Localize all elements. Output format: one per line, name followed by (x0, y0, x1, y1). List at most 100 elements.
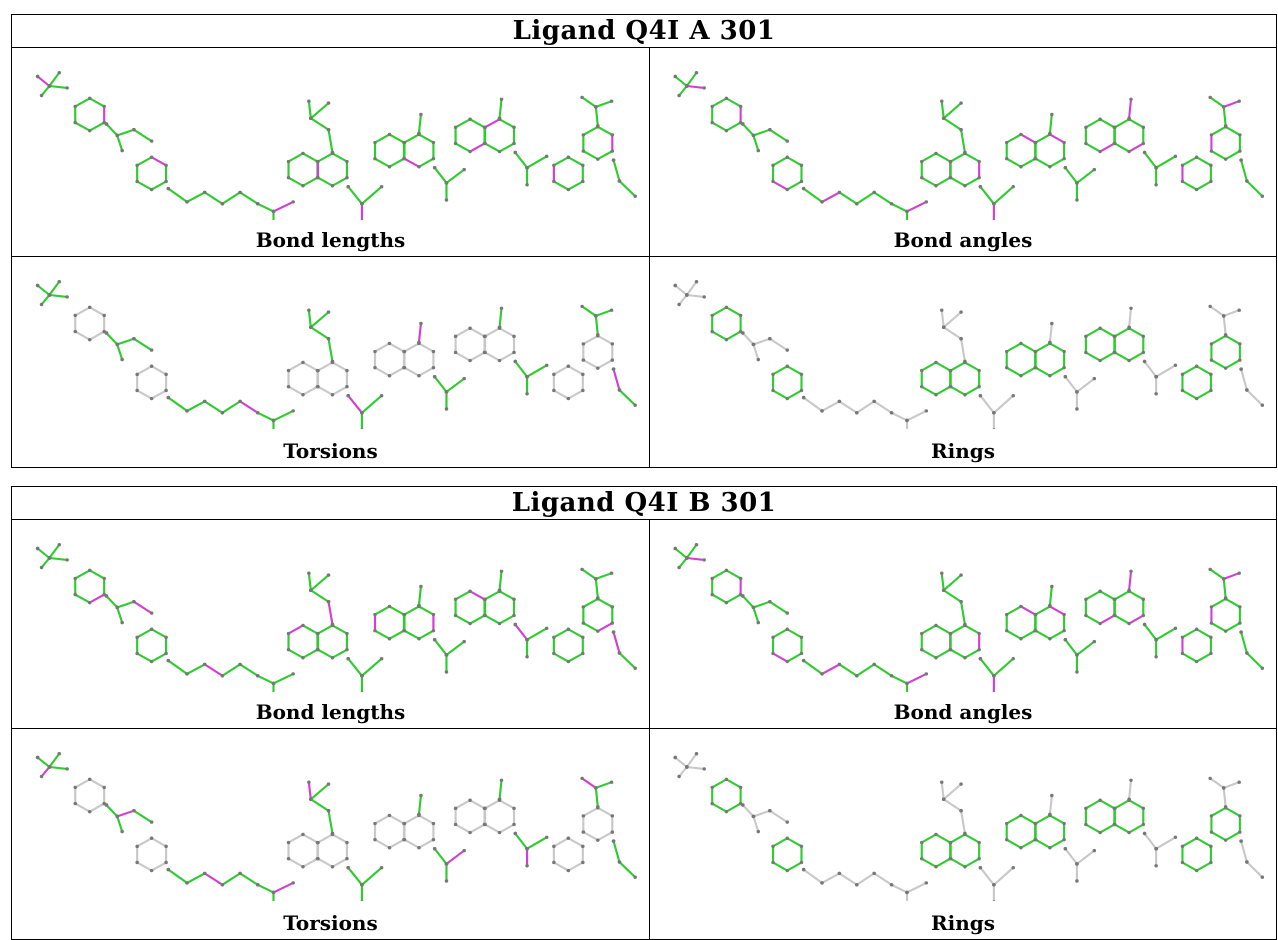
atom-dot (924, 881, 929, 885)
bond-line (786, 389, 803, 400)
bond-line (752, 600, 771, 609)
bond-line (1195, 837, 1212, 848)
bond-line (417, 113, 422, 135)
atom-dot (1141, 806, 1146, 811)
atom-dot (1180, 179, 1185, 184)
bond-line (1019, 366, 1037, 377)
atom-dot (1154, 165, 1158, 170)
atom-dot (1237, 99, 1241, 103)
atom-dot (978, 865, 983, 870)
bond-line (618, 179, 637, 198)
atom-dot (402, 821, 407, 826)
bond-line (1224, 597, 1241, 608)
atom-dot (581, 830, 586, 834)
bond-line (36, 284, 51, 297)
bond-line (40, 84, 51, 97)
atom-dot (738, 576, 743, 581)
bond-line (136, 837, 153, 848)
atom-dot (307, 571, 311, 575)
bond-line (979, 185, 995, 205)
atom-dot (417, 131, 421, 136)
atom-dot (360, 202, 364, 206)
bond-line (74, 593, 91, 604)
atom-dot (65, 295, 69, 299)
atom-dot (905, 681, 909, 686)
atom-dot (387, 813, 392, 818)
bond-line (1222, 314, 1227, 336)
atom-dot (1075, 879, 1079, 883)
bond-line (331, 176, 349, 187)
bond-line (331, 857, 349, 868)
bond-line (287, 648, 305, 659)
bond-line (1128, 142, 1145, 153)
atom-dot (271, 418, 276, 423)
bond-line (316, 857, 334, 868)
bond-line (403, 605, 421, 616)
atom-dot (360, 674, 364, 678)
bond-line (1128, 98, 1133, 120)
bond-line (373, 605, 391, 616)
bond-line (963, 857, 981, 868)
bond-line (105, 594, 119, 609)
atom-dot (309, 588, 313, 593)
atom-dot (820, 672, 824, 676)
bond-line (331, 385, 349, 396)
bond-line (873, 400, 893, 414)
atom-dot (525, 864, 529, 868)
atom-dot (1209, 342, 1214, 346)
atom-dot (468, 798, 472, 802)
bond-line (301, 385, 319, 396)
atom-dot (1208, 304, 1212, 309)
atom-dot (1084, 613, 1088, 618)
bond-line (890, 411, 909, 422)
bond-line (1155, 836, 1177, 850)
atom-dot (1238, 342, 1242, 346)
atom-dot (499, 306, 504, 311)
bond-line (1099, 118, 1116, 129)
bond-line (150, 365, 168, 376)
atom-dot (345, 368, 349, 373)
bond-line (1209, 777, 1225, 789)
bond-line (820, 872, 841, 884)
bond-line (203, 400, 224, 414)
bond-line (725, 306, 742, 317)
bond-line (1084, 351, 1102, 362)
bond-line (483, 351, 501, 362)
bond-line (618, 388, 637, 407)
atom-dot (316, 856, 320, 861)
bond-line (1181, 861, 1198, 872)
atom-dot (1194, 364, 1199, 368)
atom-dot (1209, 814, 1214, 818)
atom-dot (104, 331, 109, 335)
atom-dot (316, 647, 320, 652)
bond-line (88, 97, 106, 108)
bond-line (552, 389, 570, 400)
bond-line (88, 306, 106, 317)
atom-dot (920, 175, 924, 180)
bond-line (596, 125, 614, 136)
atom-dot (1142, 150, 1147, 155)
bond-line (725, 778, 742, 789)
atom-dot (185, 672, 189, 676)
atom-dot (889, 883, 894, 887)
bond-line (771, 628, 789, 639)
atom-dot (959, 101, 963, 105)
atom-dot (1180, 651, 1185, 656)
bond-line (185, 400, 206, 412)
bond-line (741, 122, 755, 137)
atom-dot (104, 594, 109, 598)
atom-dot (677, 774, 681, 779)
atom-dot (499, 569, 504, 574)
atom-dot (1173, 154, 1178, 159)
bond-line (582, 597, 599, 608)
atom-dot (379, 184, 384, 189)
atom-dot (1142, 622, 1147, 627)
atom-dot (977, 840, 981, 845)
atom-dot (1239, 158, 1243, 162)
atom-dot (417, 812, 421, 817)
bond-line (309, 574, 330, 592)
atom-dot (87, 128, 92, 133)
bond-line (992, 657, 1015, 677)
bond-line (1224, 334, 1241, 345)
atom-dot (301, 360, 305, 365)
